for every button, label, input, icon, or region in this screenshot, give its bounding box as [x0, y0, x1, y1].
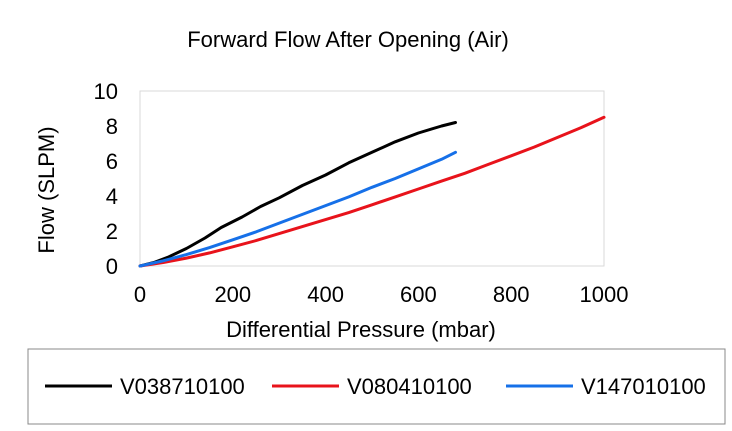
legend: V038710100 V080410100 V147010100 [45, 374, 706, 399]
legend-label: V080410100 [347, 374, 472, 399]
x-tick-label: 1000 [580, 282, 629, 307]
x-tick-label: 400 [307, 282, 344, 307]
x-tick-label: 800 [493, 282, 530, 307]
plot-area [139, 90, 605, 267]
legend-box [27, 348, 726, 425]
series-lines [138, 115, 606, 268]
y-tick-label: 0 [106, 254, 118, 279]
legend-label: V038710100 [120, 374, 245, 399]
x-axis-label: Differential Pressure (mbar) [226, 317, 496, 342]
legend-label: V147010100 [581, 374, 706, 399]
chart-title: Forward Flow After Opening (Air) [187, 27, 509, 52]
series-line-V080410100 [138, 115, 606, 268]
series-line-V147010100 [138, 150, 457, 268]
y-tick-label: 4 [106, 184, 118, 209]
series-line-V038710100 [138, 121, 457, 268]
y-tick-label: 2 [106, 219, 118, 244]
x-tick-label: 600 [400, 282, 437, 307]
y-axis-label: Flow (SLPM) [34, 126, 59, 253]
x-tick-label: 0 [134, 282, 146, 307]
y-tick-label: 8 [106, 114, 118, 139]
y-tick-label: 6 [106, 149, 118, 174]
y-tick-label: 10 [94, 79, 118, 104]
x-tick-label: 200 [214, 282, 251, 307]
y-axis-ticks: 0 2 4 6 8 10 [94, 79, 118, 279]
x-axis-ticks: 0 200 400 600 800 1000 [134, 282, 629, 307]
